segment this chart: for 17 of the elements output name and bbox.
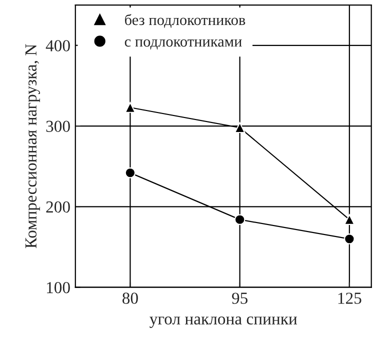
y-axis-title: Компрессионная нагрузка, N xyxy=(25,44,40,248)
point xyxy=(234,214,246,225)
legend-label: с подлокотниками xyxy=(124,39,242,50)
y-tick-label: 300 xyxy=(46,120,70,132)
x-tick-label: 80 xyxy=(122,292,138,304)
point xyxy=(124,102,136,113)
x-tick-label: 125 xyxy=(338,292,362,304)
y-tick-label: 100 xyxy=(47,282,70,294)
point xyxy=(234,122,246,134)
point xyxy=(344,234,355,244)
x-tick-label: 95 xyxy=(232,292,248,304)
x-axis-title: угол наклона спинки xyxy=(150,316,298,328)
y-tick-label: 200 xyxy=(46,201,70,213)
y-tick-label: 400 xyxy=(46,40,70,52)
point xyxy=(344,214,355,225)
legend-label: без подлокотников xyxy=(125,14,246,28)
point xyxy=(124,167,136,178)
